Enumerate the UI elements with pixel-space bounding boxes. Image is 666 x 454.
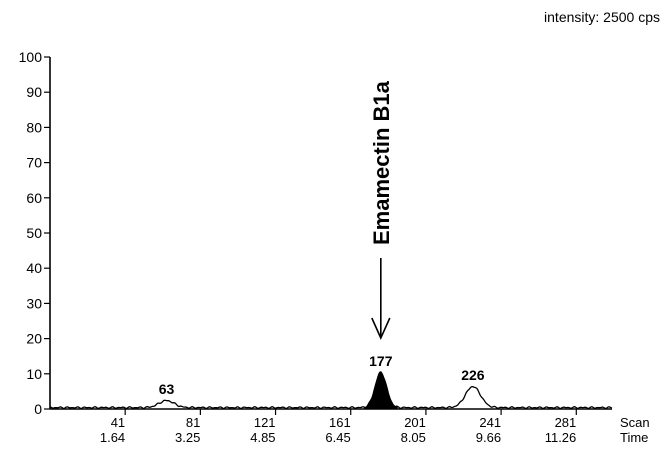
y-tick-label: 30	[26, 295, 42, 311]
y-tick-label: 100	[19, 49, 43, 65]
x-tick-scan-label: 81	[186, 415, 200, 430]
y-tick-label: 20	[26, 331, 42, 347]
x-tick-time-label: 11.26	[545, 430, 577, 445]
x-tick-time-label: 9.66	[476, 430, 501, 445]
x-tick-scan-label: 41	[111, 415, 125, 430]
peak-label-63: 63	[159, 381, 175, 397]
x-tick-time-label: 8.05	[401, 430, 426, 445]
y-tick-label: 0	[34, 401, 42, 417]
peak-label-177: 177	[369, 353, 393, 369]
peak-label-226: 226	[461, 367, 485, 383]
x-tick-time-label: 3.25	[175, 430, 200, 445]
x-tick-scan-label: 121	[254, 415, 276, 430]
x-axis-scan-label: Scan	[620, 415, 650, 430]
x-axis-time-label: Time	[620, 430, 648, 445]
trace-group: 63 177 226	[49, 353, 613, 410]
y-tick-label: 60	[26, 190, 42, 206]
y-tick-label: 80	[26, 119, 42, 135]
annotation-arrow-head	[371, 317, 391, 340]
y-tick-label: 70	[26, 155, 42, 171]
x-tick-scan-label: 161	[329, 415, 351, 430]
annotation-label: Emamectin B1a	[369, 80, 394, 245]
x-tick-scan-label: 201	[404, 415, 426, 430]
x-tick-time-label: 1.64	[100, 430, 125, 445]
chart-axes	[49, 57, 612, 410]
peak-fill-177	[363, 371, 398, 409]
y-tick-label: 50	[26, 225, 42, 241]
y-tick-group: 0 10 20 30 40 50 60 70 80 90 100	[19, 49, 50, 417]
x-tick-scan-label: 281	[555, 415, 577, 430]
annotation-group: Emamectin B1a	[369, 80, 394, 340]
y-tick-label: 10	[26, 366, 42, 382]
x-tick-time-label: 4.85	[250, 430, 275, 445]
intensity-label: intensity: 2500 cps	[544, 9, 660, 25]
y-tick-label: 40	[26, 260, 42, 276]
x-tick-time-label: 6.45	[325, 430, 350, 445]
x-tick-scan-label: 241	[479, 415, 501, 430]
y-tick-label: 90	[26, 84, 42, 100]
trace-line	[49, 371, 613, 410]
